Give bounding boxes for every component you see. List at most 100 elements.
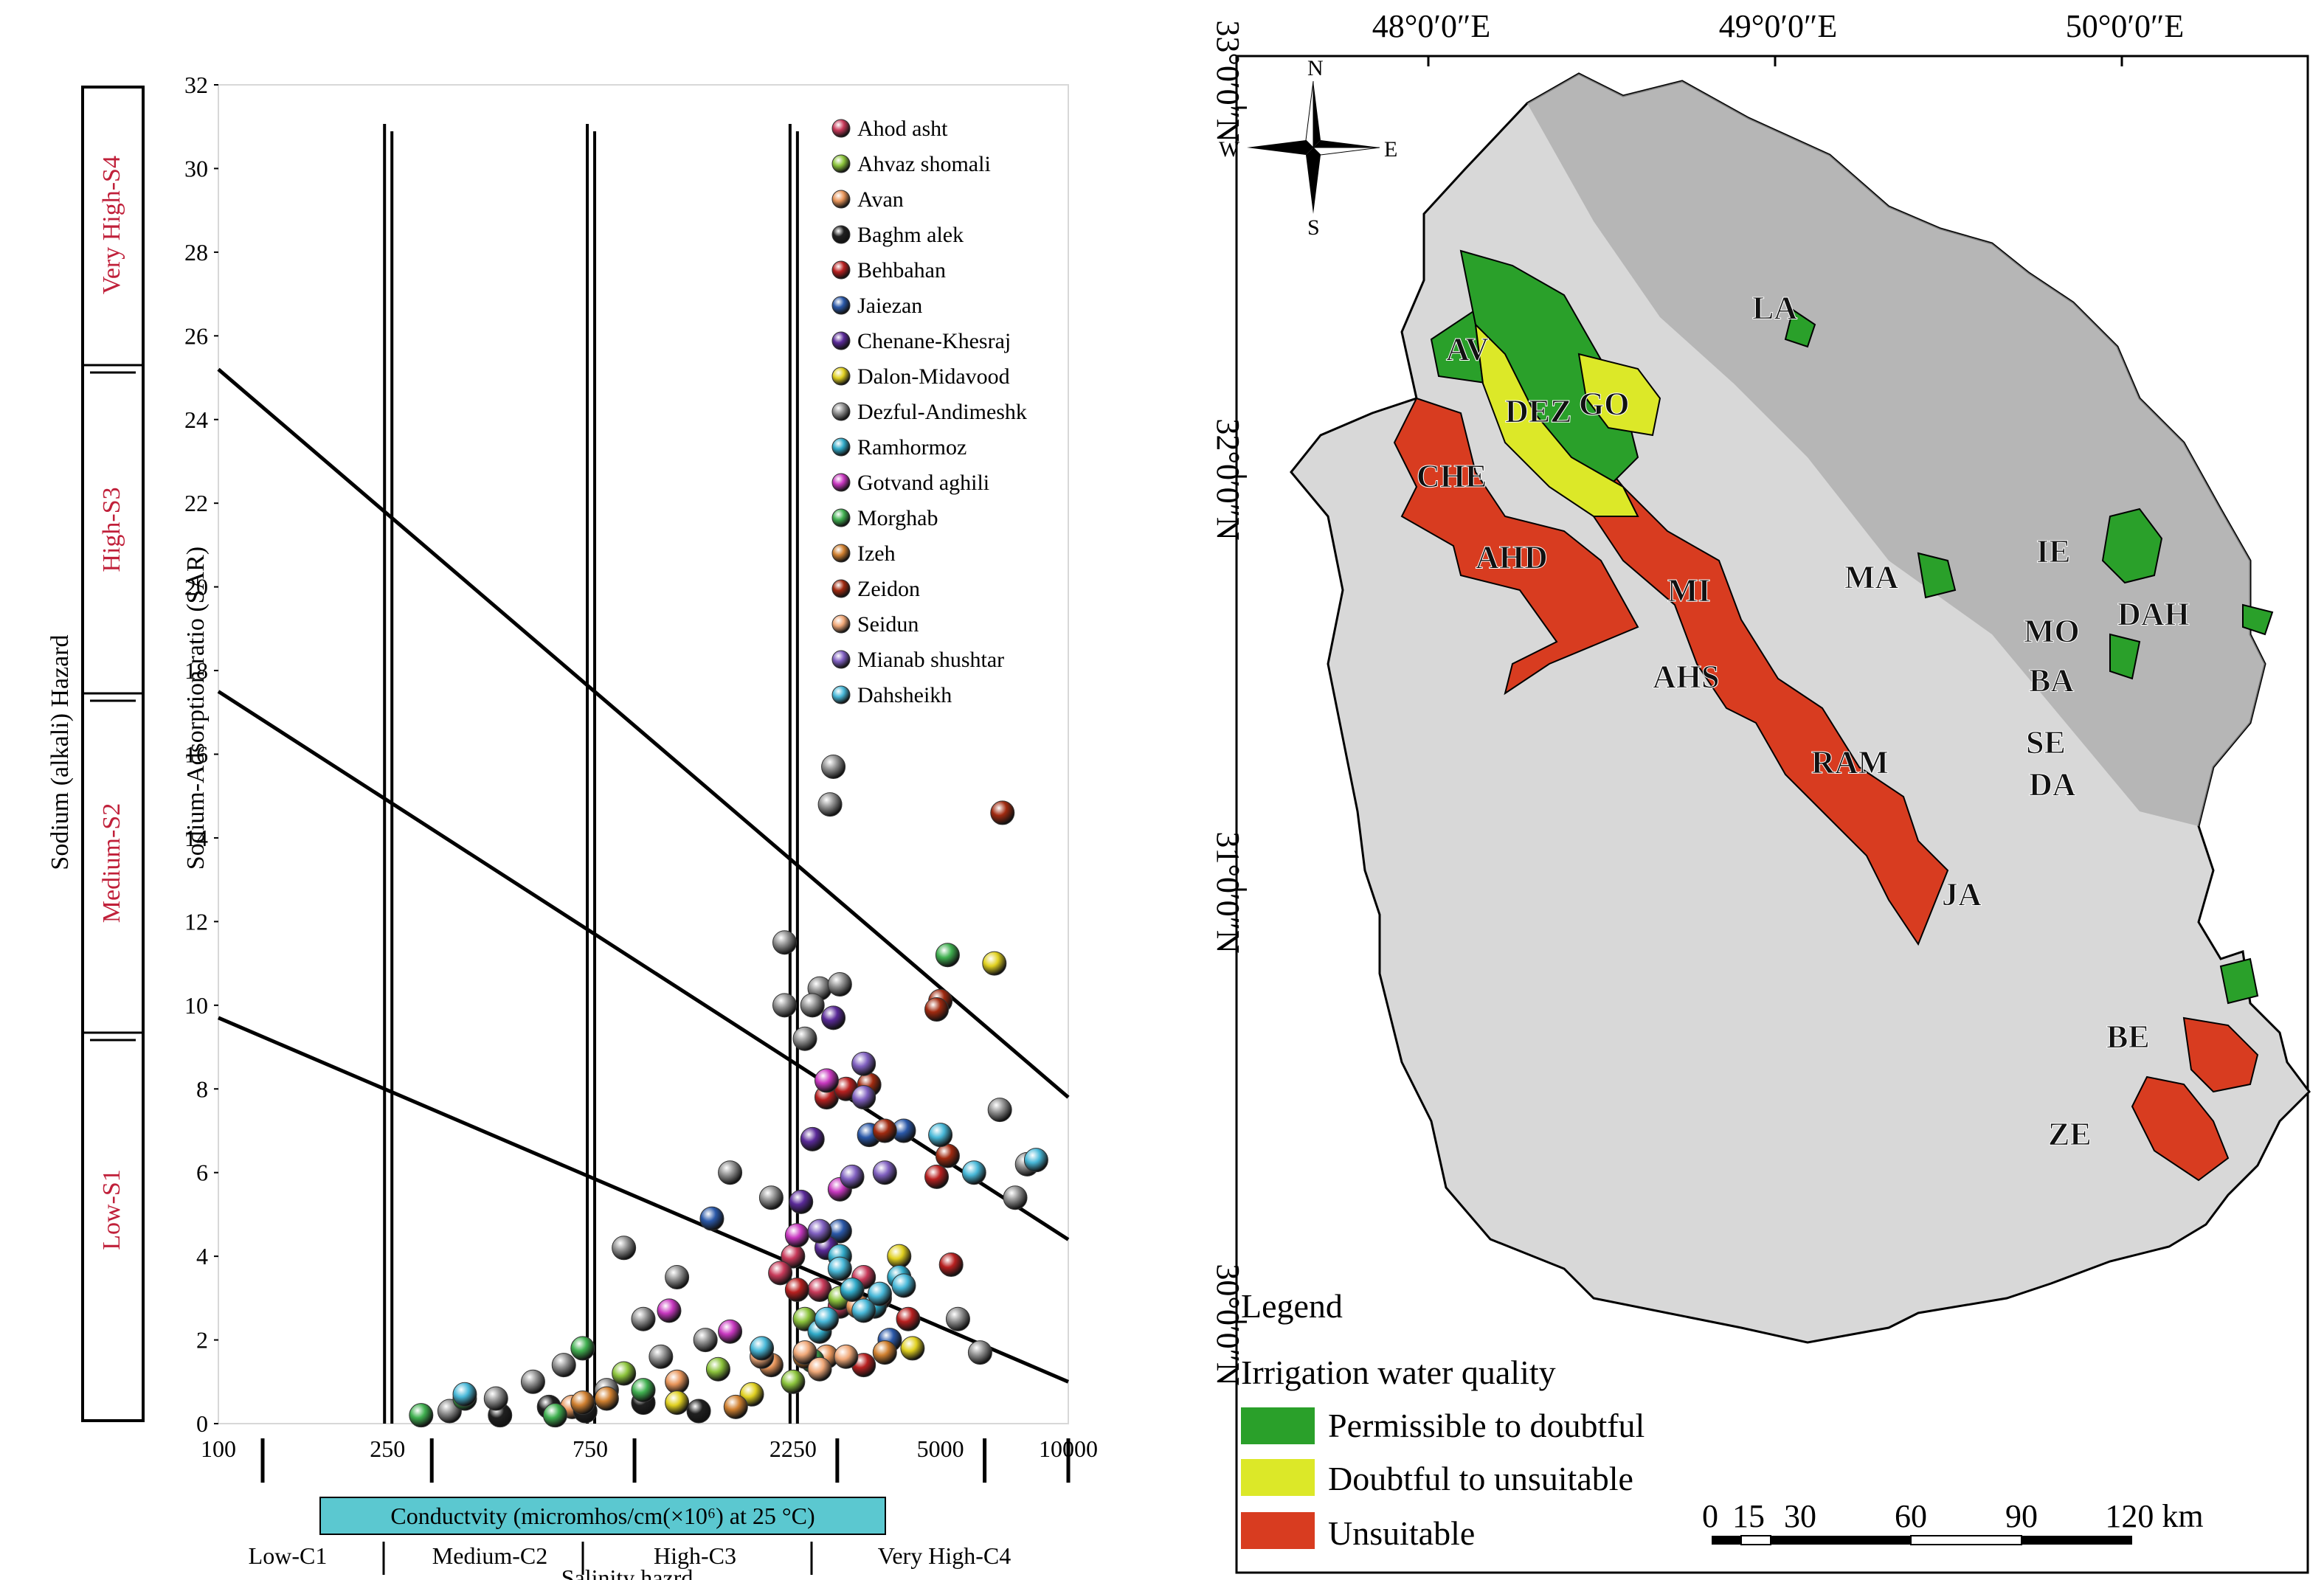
y-tick-label: 30 bbox=[184, 155, 208, 181]
data-point bbox=[961, 1160, 986, 1185]
data-point bbox=[990, 800, 1015, 825]
salinity-title: Salinity hazrd bbox=[561, 1565, 694, 1580]
legend-marker bbox=[831, 508, 851, 527]
region-label-da: DA bbox=[2029, 766, 2076, 803]
y-tick-label: 32 bbox=[184, 72, 208, 98]
data-points bbox=[409, 755, 1048, 1428]
lat-label-31: 31°0′0″N bbox=[1210, 831, 1246, 953]
region-label-mi: MI bbox=[1667, 572, 1711, 609]
data-point bbox=[821, 1005, 846, 1030]
region-label-ma: MA bbox=[1844, 559, 1899, 595]
data-point bbox=[452, 1382, 477, 1407]
sodium-boundary-lines bbox=[217, 367, 1070, 1384]
compass-e: E bbox=[1384, 137, 1397, 162]
legend-label: Dahsheikh bbox=[857, 683, 952, 707]
y-tick-label: 24 bbox=[184, 406, 208, 433]
data-point bbox=[935, 1143, 960, 1168]
region-label-che: CHE bbox=[1417, 458, 1487, 494]
scale-label-0: 0 bbox=[1702, 1498, 1718, 1534]
legend-item-unsuitable: Unsuitable bbox=[1328, 1514, 1475, 1552]
data-point bbox=[817, 792, 843, 817]
data-point bbox=[784, 1278, 809, 1302]
data-point bbox=[789, 1189, 814, 1214]
data-point bbox=[834, 1344, 859, 1369]
salinity-class-labels: Low-C1 Medium-C2 High-C3 Very High-C4 bbox=[249, 1542, 1011, 1569]
scale-label-120: 120 km bbox=[2105, 1498, 2203, 1534]
lon-label-48: 48°0′0″E bbox=[1372, 8, 1490, 44]
legend-label: Ramhormoz bbox=[857, 435, 966, 460]
region-label-mo: MO bbox=[2024, 613, 2080, 649]
wilcox-diagram: Low-S1 Medium-S2 High-S3 Very High-S4 So… bbox=[46, 72, 1098, 1580]
legend-marker bbox=[831, 544, 851, 563]
legend-marker bbox=[831, 473, 851, 492]
data-point bbox=[631, 1378, 656, 1403]
legend-item-doubtful: Doubtful to unsuitable bbox=[1328, 1460, 1633, 1497]
region-label-go: GO bbox=[1579, 386, 1629, 422]
compass-s: S bbox=[1307, 215, 1320, 240]
data-point bbox=[570, 1390, 595, 1416]
data-point bbox=[1023, 1148, 1048, 1173]
salinity-label-c3: High-C3 bbox=[654, 1542, 736, 1569]
lat-label-30: 30°0′0″N bbox=[1210, 1264, 1246, 1385]
data-point bbox=[649, 1344, 674, 1369]
legend-label: Ahvaz shomali bbox=[857, 152, 991, 176]
data-point bbox=[851, 1298, 876, 1323]
data-point bbox=[827, 1256, 852, 1281]
region-label-ba: BA bbox=[2029, 662, 2074, 699]
zones-permissible bbox=[1430, 249, 2274, 1005]
legend-label: Zeidon bbox=[857, 577, 920, 601]
lat-label-32: 32°0′0″N bbox=[1210, 418, 1246, 540]
data-point bbox=[699, 1206, 724, 1231]
y-tick-label: 22 bbox=[184, 490, 208, 516]
data-point bbox=[723, 1394, 748, 1419]
data-point bbox=[784, 1223, 809, 1248]
compass-n: N bbox=[1307, 56, 1324, 80]
legend-label: Jaiezan bbox=[857, 294, 922, 318]
scale-bar: 0 15 30 60 90 120 km bbox=[1702, 1498, 2204, 1545]
x-tick-label: 5000 bbox=[917, 1435, 964, 1462]
legend-marker bbox=[831, 331, 851, 350]
data-point bbox=[938, 1252, 964, 1277]
legend-label: Morghab bbox=[857, 506, 938, 530]
conductivity-box bbox=[319, 1497, 886, 1535]
data-point bbox=[814, 1306, 839, 1331]
x-tick-label: 250 bbox=[370, 1435, 405, 1462]
data-point bbox=[693, 1328, 718, 1353]
data-point bbox=[840, 1278, 865, 1302]
y-tick-label: 4 bbox=[196, 1243, 208, 1269]
data-point bbox=[945, 1306, 970, 1331]
mountain-shading bbox=[1527, 74, 2265, 826]
data-point bbox=[631, 1306, 656, 1331]
zones-unsuitable bbox=[1393, 397, 2259, 1182]
y-tick-label: 2 bbox=[196, 1327, 208, 1354]
y-tick-label: 28 bbox=[184, 239, 208, 266]
hazard-label-s2: Medium-S2 bbox=[98, 803, 125, 923]
data-point bbox=[807, 1219, 832, 1244]
salinity-label-c1: Low-C1 bbox=[249, 1542, 328, 1569]
data-point bbox=[665, 1264, 690, 1289]
legend-item-permissible: Permissible to doubtful bbox=[1328, 1407, 1645, 1444]
lat-label-33: 33°0′0″N bbox=[1210, 20, 1246, 142]
legend-swatch-doubtful bbox=[1241, 1459, 1315, 1496]
compass-rose: N S W E bbox=[1219, 56, 1397, 240]
conductivity-label: Conductvity (micromhos/cm(×10⁶) at 25 °C… bbox=[390, 1503, 815, 1529]
legend-label: Dezful-Andimeshk bbox=[857, 400, 1027, 424]
plot-area bbox=[218, 84, 1069, 1424]
scale-label-60: 60 bbox=[1895, 1498, 1927, 1534]
hazard-label-s4: Very High-S4 bbox=[98, 156, 125, 294]
y-tick-label: 10 bbox=[184, 992, 208, 1019]
hazard-dividers bbox=[83, 364, 143, 1042]
legend-label: Mianab shushtar bbox=[857, 648, 1004, 672]
irrigation-quality-map: 48°0′0″E 49°0′0″E 50°0′0″E 33°0′0″N 32°0… bbox=[1210, 8, 2311, 1574]
legend-marker bbox=[831, 260, 851, 280]
boundary-line bbox=[218, 1016, 1069, 1384]
hazard-axis-title: Sodium (alkali) Hazard bbox=[46, 634, 74, 870]
data-point bbox=[792, 1340, 817, 1365]
data-point bbox=[867, 1281, 892, 1306]
data-point bbox=[792, 1026, 817, 1051]
data-point bbox=[872, 1160, 897, 1185]
legend-marker bbox=[831, 296, 851, 315]
y-axis-title: Sodium-Adsorption ratio (SAR) bbox=[182, 547, 210, 870]
region-label-ja: JA bbox=[1942, 876, 1982, 912]
